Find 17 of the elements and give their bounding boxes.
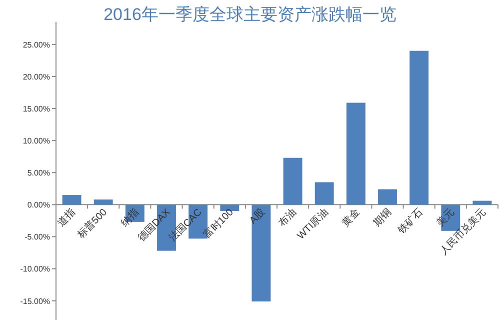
x-tick-label: 布油 (276, 206, 299, 229)
y-tick-label: 20.00% (22, 72, 50, 82)
y-tick-label: -10.00% (20, 264, 50, 274)
y-tick-label: -5.00% (24, 232, 50, 242)
y-tick-label: 0.00% (27, 200, 50, 210)
x-tick-label: 纳指 (118, 206, 142, 229)
x-tick-label: 黄金 (339, 206, 362, 229)
y-tick-label: 5.00% (27, 168, 50, 178)
x-tick-label: 铁矿石 (394, 206, 426, 237)
x-tick-label: 期铜 (370, 206, 394, 229)
y-tick-label: 15.00% (22, 104, 50, 114)
title: 2016年一季度全球主要资产涨跌幅一览 (104, 5, 396, 24)
y-tick-label: -15.00% (20, 296, 50, 306)
y-tick-label: 10.00% (22, 136, 50, 146)
y-tick-label: 25.00% (22, 40, 50, 50)
x-tick-label: 美元 (434, 206, 457, 229)
x-tick-label: A股 (248, 206, 268, 227)
